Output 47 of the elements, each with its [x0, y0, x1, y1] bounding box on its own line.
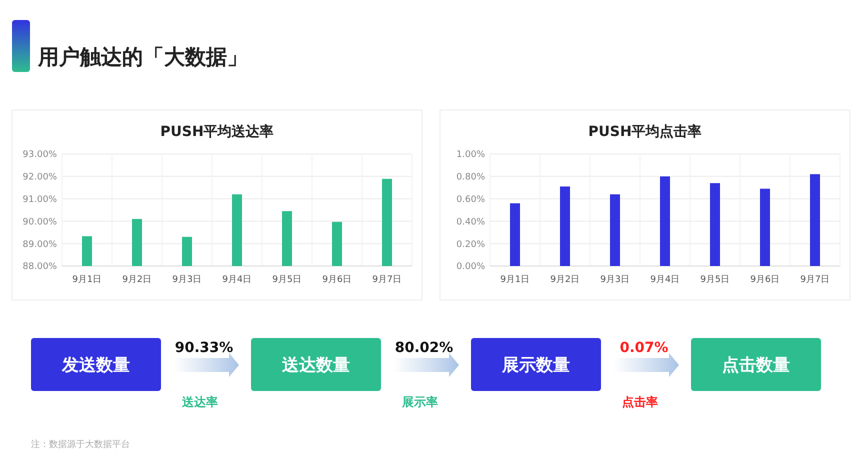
text: 0.07%	[620, 340, 668, 356]
y-tick-label: 88.00%	[22, 262, 58, 272]
y-tick-label: 0.20%	[456, 240, 486, 250]
bar	[710, 183, 720, 266]
x-tick-label: 9月7日	[800, 275, 830, 285]
y-tick-label: 0.40%	[456, 217, 486, 228]
x-tick-label: 9月7日	[372, 275, 402, 285]
x-tick-label: 9月4日	[650, 275, 680, 285]
category-label: 点击数量	[722, 355, 790, 376]
text: 点击率	[622, 395, 658, 409]
x-tick-label: 9月1日	[72, 275, 102, 285]
text: 注：数据源于大数据平台	[31, 439, 130, 450]
x-tick-label: 9月1日	[500, 275, 530, 285]
x-tick-label: 9月2日	[122, 275, 152, 285]
bar	[660, 176, 670, 266]
category-label: 展示数量	[501, 355, 570, 376]
y-tick-label: 0.80%	[456, 172, 486, 183]
bar	[510, 203, 520, 266]
bar	[760, 188, 770, 266]
chart-title: PUSH平均点击率	[588, 123, 702, 140]
x-tick-label: 9月5日	[272, 275, 302, 285]
x-tick-label: 9月5日	[700, 275, 730, 285]
x-tick-label: 9月6日	[750, 275, 780, 285]
x-tick-label: 9月4日	[222, 275, 252, 285]
x-tick-label: 9月6日	[322, 275, 352, 285]
text: 用户触达的「大数据」	[37, 45, 248, 69]
x-tick-label: 9月2日	[550, 275, 580, 285]
text: 80.02%	[394, 340, 454, 356]
y-tick-label: 92.00%	[22, 172, 58, 183]
bar	[560, 186, 570, 266]
y-tick-label: 1.00%	[456, 150, 486, 160]
y-tick-label: 93.00%	[22, 150, 58, 160]
y-tick-label: 0.60%	[456, 194, 486, 205]
y-tick-label: 91.00%	[22, 194, 58, 205]
y-tick-label: 0.00%	[456, 262, 486, 272]
y-tick-label: 90.00%	[22, 217, 58, 228]
x-tick-label: 9月3日	[172, 275, 202, 285]
chart-title: PUSH平均送达率	[160, 123, 274, 140]
bar	[610, 194, 620, 266]
category-label: 发送数量	[61, 355, 130, 376]
y-tick-label: 89.00%	[22, 240, 58, 250]
text: 展示率	[401, 395, 438, 409]
x-tick-label: 9月3日	[600, 275, 630, 285]
bar	[810, 174, 820, 266]
category-label: 送达数量	[281, 355, 350, 376]
text: 送达率	[181, 395, 218, 409]
text: 90.33%	[174, 340, 234, 356]
